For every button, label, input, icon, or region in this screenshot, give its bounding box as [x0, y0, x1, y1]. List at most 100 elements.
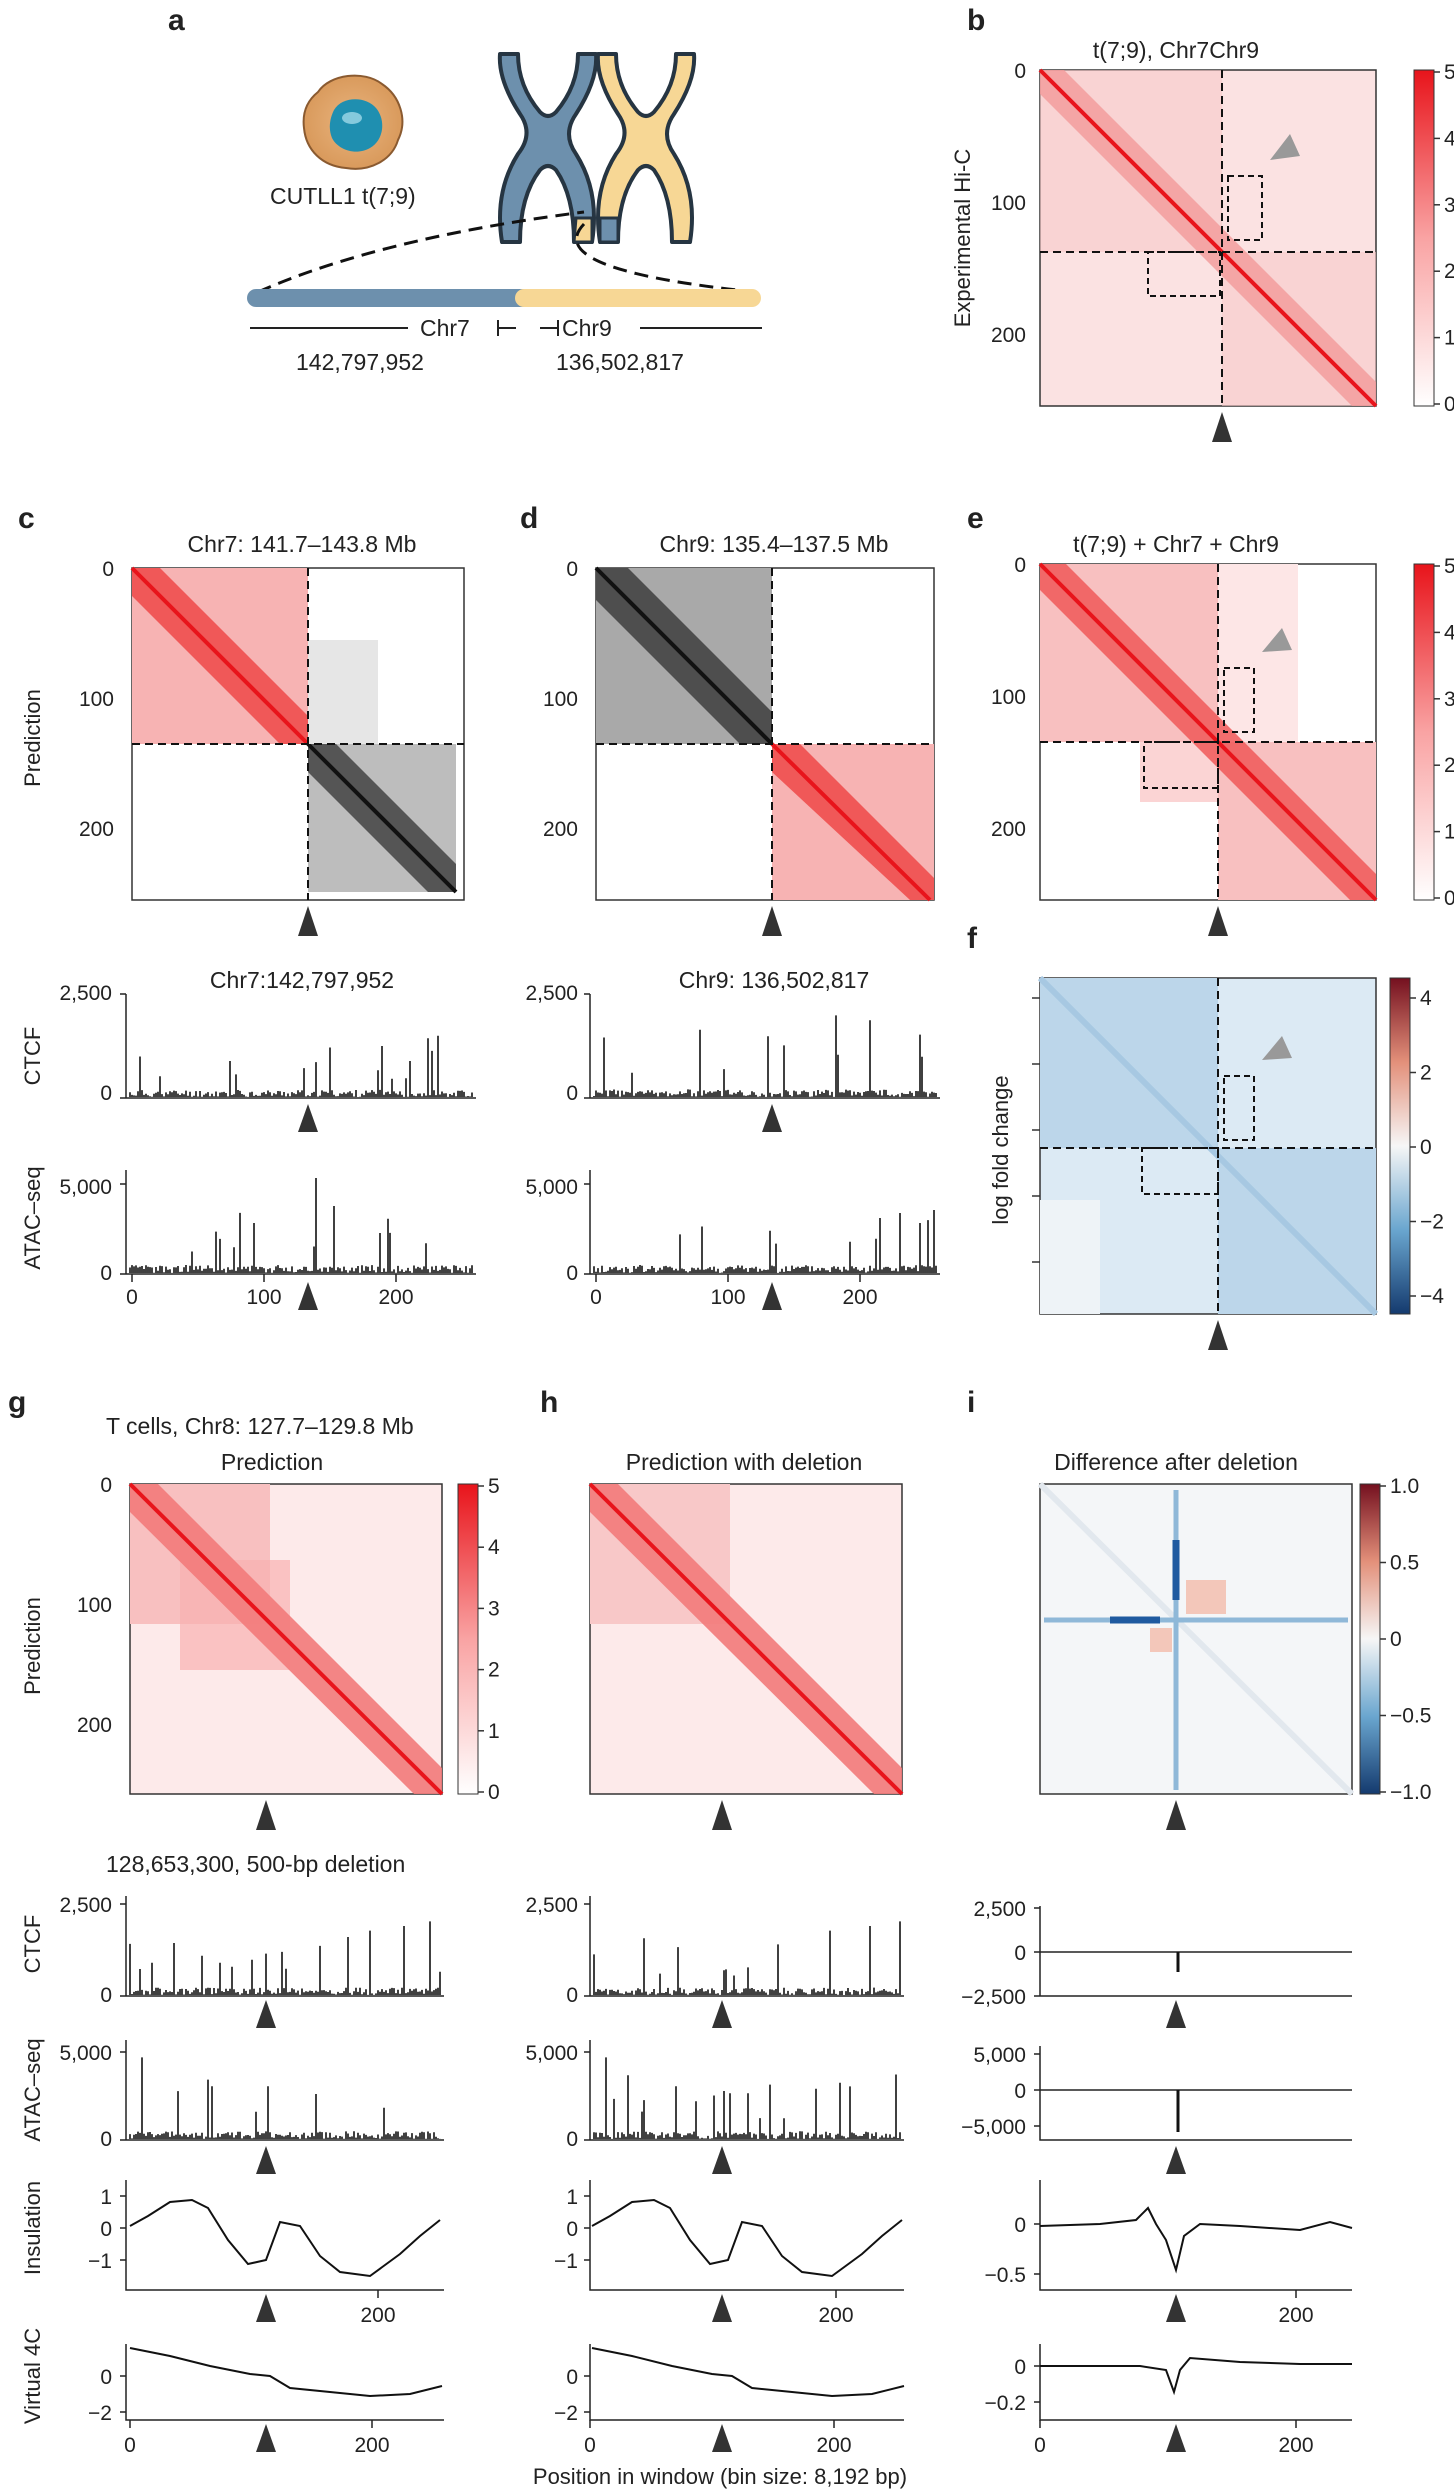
- c-atac-tick-zero: 0: [100, 1262, 112, 1285]
- colorbar-i-tick: 0.5: [1390, 1552, 1419, 1575]
- ghi-v4c-label: Virtual 4C: [20, 2328, 45, 2424]
- c-x-tick-100: 100: [246, 1286, 281, 1309]
- panel-i-title: Difference after deletion: [1054, 1449, 1298, 1475]
- g-ins-tick-m1: −1: [88, 2250, 112, 2273]
- panel-f-ylabel: log fold change: [988, 1075, 1013, 1224]
- arrow-i-ctcf: [1166, 2000, 1186, 2028]
- h-atac-tick-top: 5,000: [525, 2042, 578, 2065]
- colorbar-g: [457, 1483, 479, 1795]
- x-axis-label: Position in window (bin size: 8,192 bp): [533, 2464, 907, 2489]
- colorbar-b-tick: 5: [1444, 61, 1454, 84]
- colorbar-i: [1359, 1483, 1381, 1795]
- panel-h-label: h: [540, 1386, 558, 1419]
- d-atac-tick-zero: 0: [566, 1262, 578, 1285]
- i-ctcf-tick-zero: 0: [1014, 1942, 1026, 1965]
- hic-map-g: [128, 1482, 444, 1796]
- d-ctcf-tick-top: 2,500: [525, 982, 578, 1005]
- deletion-text: 128,653,300, 500-bp deletion: [106, 1851, 405, 1877]
- arrow-c-atac: [298, 1282, 318, 1310]
- line-track: [129, 2198, 441, 2278]
- d-x-tick-200: 200: [842, 1286, 877, 1309]
- i-ins-x-200: 200: [1278, 2304, 1313, 2327]
- i-x-200: 200: [1278, 2434, 1313, 2457]
- h-x-200: 200: [816, 2434, 851, 2457]
- i-ctcf-tick-top: 2,500: [973, 1898, 1026, 1921]
- colorbar-e-tick: 1: [1444, 821, 1454, 844]
- signal-track: [129, 1921, 441, 1995]
- panel-e: e t(7;9) + Chr7 + Chr9 0 100 200 5 4 3 2 1 0: [967, 502, 1454, 936]
- d-ctcf-tick-zero: 0: [566, 1082, 578, 1105]
- panel-c-label: c: [18, 502, 35, 535]
- g-ctcf-tick-top: 2,500: [59, 1894, 112, 1917]
- arrow-h-v4c: [712, 2424, 732, 2452]
- e-tick-200: 200: [991, 818, 1026, 841]
- colorbar-i-tick: −1.0: [1390, 1781, 1431, 1804]
- signal-track: [129, 1178, 473, 1273]
- panel-d-title: Chr9: 135.4–137.5 Mb: [660, 531, 889, 557]
- h-v4c-tick-m2: −2: [554, 2402, 578, 2425]
- d-track-title: Chr9: 136,502,817: [679, 967, 870, 993]
- chr7-coordinate: 142,797,952: [296, 349, 424, 375]
- chr7-label: Chr7: [420, 315, 470, 341]
- g-ins-tick-0: 0: [100, 2218, 112, 2241]
- panel-h: h Prediction with deletion: [540, 1386, 904, 1830]
- arrow-d-ctcf: [762, 1104, 782, 1132]
- deletion-arrow-g: [256, 1800, 276, 1830]
- panel-e-label: e: [967, 502, 984, 535]
- line-track: [129, 2347, 443, 2398]
- arrow-i-atac: [1166, 2146, 1186, 2174]
- g-ins-tick-1: 1: [100, 2186, 112, 2209]
- colorbar-b: [1413, 69, 1435, 407]
- i-atac-tick-top: 5,000: [973, 2044, 1026, 2067]
- colorbar-b-tick: 4: [1444, 127, 1454, 150]
- signal-track: [129, 2057, 441, 2139]
- colorbar-g-tick: 1: [488, 1720, 500, 1743]
- panel-b-ylabel: Experimental Hi-C: [950, 149, 975, 328]
- g-x-200: 200: [354, 2434, 389, 2457]
- gray-arrow-e: [1262, 628, 1292, 652]
- signal-track: [593, 1210, 937, 1273]
- colorbar-f: [1389, 977, 1411, 1315]
- i-ctcf-tick-bottom: −2,500: [961, 1986, 1026, 2009]
- panel-a: a CUTLL1 t(7;9) Chr7 Chr9 142,797,952 13…: [168, 4, 762, 375]
- colorbar-i-tick: −0.5: [1390, 1705, 1431, 1728]
- cd-atac-label: ATAC–seq: [20, 1166, 45, 1269]
- lfc-map-f: [1037, 975, 1379, 1317]
- c-tick-200: 200: [79, 818, 114, 841]
- arrow-h-atac: [712, 2146, 732, 2174]
- colorbar-b-tick: 0: [1444, 393, 1454, 416]
- colorbar-i-tick: 0: [1390, 1628, 1402, 1651]
- arrow-g-atac: [256, 2146, 276, 2174]
- c-ctcf-tick-zero: 0: [100, 1082, 112, 1105]
- panel-g: g T cells, Chr8: 127.7–129.8 Mb Predicti…: [8, 1386, 500, 1877]
- panel-g-title-line1: T cells, Chr8: 127.7–129.8 Mb: [106, 1413, 414, 1439]
- breakpoint-arrow-d: [762, 906, 782, 936]
- e-tick-0: 0: [1014, 554, 1026, 577]
- line-track: [1039, 2206, 1353, 2274]
- colorbar-e-tick: 3: [1444, 688, 1454, 711]
- i-atac-tick-zero: 0: [1014, 2080, 1026, 2103]
- g-ctcf-tick-zero: 0: [100, 1984, 112, 2007]
- line-track: [1040, 2356, 1352, 2396]
- colorbar-f-tick: −4: [1420, 1285, 1444, 1308]
- arrow-g-ins: [256, 2294, 276, 2322]
- signal-track: [129, 1035, 473, 1097]
- h-ins-tick-0: 0: [566, 2218, 578, 2241]
- hic-map-b: [1038, 68, 1378, 408]
- colorbar-e-tick: 4: [1444, 621, 1454, 644]
- c-x-tick-0: 0: [126, 1286, 138, 1309]
- colorbar-i-tick: 1.0: [1390, 1475, 1419, 1498]
- arrow-i-ins: [1166, 2294, 1186, 2322]
- i-x-0: 0: [1034, 2434, 1046, 2457]
- gray-arrow-b: [1270, 134, 1300, 160]
- connector-left: [257, 210, 585, 294]
- h-ctcf-tick-zero: 0: [566, 1984, 578, 2007]
- panel-d: d Chr9: 135.4–137.5 Mb 0 100 200 Chr9: 1…: [520, 502, 935, 993]
- c-track-title: Chr7:142,797,952: [210, 967, 394, 993]
- h-x-0: 0: [584, 2434, 596, 2457]
- hic-map-c: [130, 566, 465, 901]
- panel-i-label: i: [967, 1386, 975, 1419]
- d-x-tick-100: 100: [710, 1286, 745, 1309]
- i-v4c-tick-0: 0: [1014, 2356, 1026, 2379]
